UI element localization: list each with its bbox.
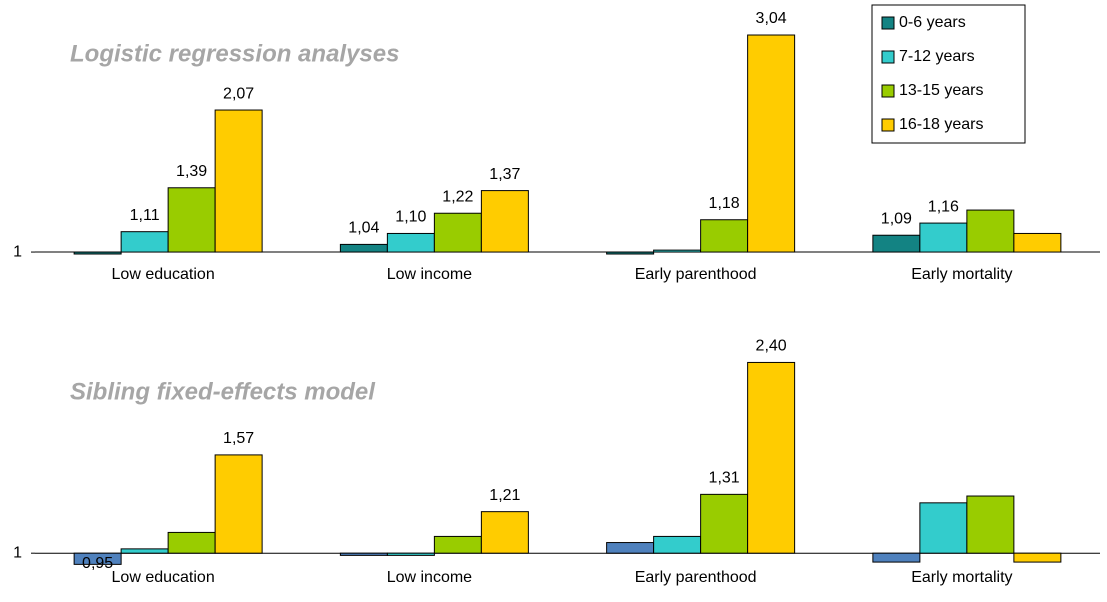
bar xyxy=(606,542,655,554)
bar xyxy=(966,495,1015,554)
bar xyxy=(167,187,216,253)
legend-label: 7-12 years xyxy=(899,48,975,65)
bar xyxy=(214,454,263,554)
value-label: 1,11 xyxy=(130,207,160,224)
bar xyxy=(700,493,749,554)
legend-label: 16-18 years xyxy=(899,116,984,133)
value-label: 1,10 xyxy=(395,209,426,226)
bar xyxy=(747,34,796,253)
value-label: 1,22 xyxy=(442,188,473,205)
value-label: 2,07 xyxy=(223,85,254,102)
bar xyxy=(872,234,921,253)
x-tick-label: Low education xyxy=(112,569,215,586)
bar xyxy=(653,249,702,253)
value-label: 1,37 xyxy=(489,166,520,183)
bar xyxy=(480,511,529,554)
bar xyxy=(167,531,216,554)
value-label: 1,39 xyxy=(176,163,207,180)
value-label: 0,95 xyxy=(82,555,113,572)
bar xyxy=(1013,552,1062,563)
x-tick-label: Early mortality xyxy=(911,569,1012,586)
bar xyxy=(214,109,263,253)
bar xyxy=(606,251,655,255)
y-tick-label: 1 xyxy=(13,544,22,561)
value-label: 1,16 xyxy=(928,198,959,215)
bar xyxy=(966,209,1015,253)
bar xyxy=(433,535,482,554)
bar xyxy=(73,552,122,565)
legend-label: 0-6 years xyxy=(899,14,966,31)
bar xyxy=(73,251,122,255)
x-tick-label: Low income xyxy=(387,266,472,283)
value-label: 1,04 xyxy=(348,220,379,237)
legend-swatch xyxy=(881,84,895,98)
legend-label: 13-15 years xyxy=(899,82,984,99)
bar xyxy=(872,552,921,563)
bar xyxy=(433,212,482,253)
legend-box xyxy=(871,4,1026,144)
bar xyxy=(339,243,388,253)
value-label: 1,21 xyxy=(489,487,520,504)
bar xyxy=(480,190,529,253)
bar xyxy=(919,502,968,554)
x-tick-label: Early mortality xyxy=(911,266,1012,283)
chart-title: Logistic regression analyses xyxy=(70,40,399,67)
value-label: 1,31 xyxy=(709,470,740,487)
bar xyxy=(653,535,702,554)
bar xyxy=(700,219,749,253)
y-tick-label: 1 xyxy=(13,243,22,260)
bar xyxy=(386,232,435,253)
value-label: 1,57 xyxy=(223,430,254,447)
legend-swatch xyxy=(881,118,895,132)
value-label: 1,09 xyxy=(881,210,912,227)
bar xyxy=(120,548,169,554)
bar xyxy=(747,361,796,554)
bar xyxy=(1013,232,1062,253)
x-tick-label: Early parenthood xyxy=(635,266,757,283)
value-label: 2,40 xyxy=(756,338,787,355)
x-tick-label: Low income xyxy=(387,569,472,586)
legend-swatch xyxy=(881,16,895,30)
bar xyxy=(386,552,435,556)
bar xyxy=(339,552,388,556)
value-label: 3,04 xyxy=(756,10,787,27)
chart-title: Sibling fixed-effects model xyxy=(70,378,376,405)
value-label: 1,18 xyxy=(709,195,740,212)
x-tick-label: Low education xyxy=(112,266,215,283)
bar xyxy=(120,231,169,253)
legend-swatch xyxy=(881,50,895,64)
x-tick-label: Early parenthood xyxy=(635,569,757,586)
bar xyxy=(919,222,968,253)
